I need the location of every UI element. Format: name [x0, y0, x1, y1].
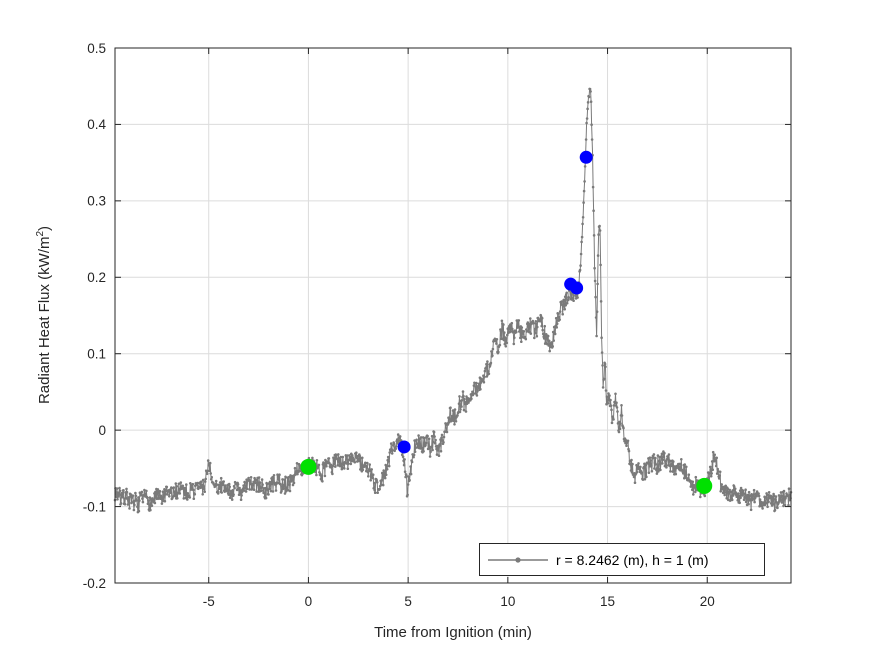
legend: r = 8.2462 (m), h = 1 (m)	[479, 543, 765, 576]
green-event-marker	[696, 477, 713, 494]
y-axis-label-text: Radiant Heat Flux (kW/m	[36, 236, 53, 405]
x-tick-label: 10	[500, 594, 515, 609]
y-tick-label: 0.2	[87, 270, 106, 285]
heat-flux-series-line	[114, 88, 792, 513]
heat-flux-series-dot-markers	[113, 87, 793, 514]
y-tick-label: -0.1	[83, 499, 106, 514]
legend-label: r = 8.2462 (m), h = 1 (m)	[556, 551, 709, 568]
y-tick-label: 0	[98, 423, 106, 438]
y-tick-label: 0.5	[87, 41, 106, 56]
y-tick-label: 0.4	[87, 117, 106, 132]
y-axis-label-superscript: 2	[35, 230, 46, 237]
y-tick-label: 0.3	[87, 194, 106, 209]
y-tick-label: 0.1	[87, 347, 106, 362]
blue-event-marker	[397, 440, 411, 454]
blue-event-marker	[570, 281, 584, 295]
x-tick-label: 5	[404, 594, 412, 609]
x-axis-label: Time from Ignition (min)	[374, 624, 532, 641]
x-tick-label: -5	[203, 594, 215, 609]
x-tick-label: 20	[700, 594, 715, 609]
legend-line-sample	[488, 556, 548, 563]
y-tick-label: -0.2	[83, 576, 106, 591]
green-event-marker	[300, 458, 317, 475]
y-axis-label-close: )	[36, 225, 53, 231]
x-tick-label: 15	[600, 594, 615, 609]
y-axis-label: Radiant Heat Flux (kW/m2)	[35, 226, 53, 404]
legend-series-dot-marker	[515, 556, 521, 563]
x-tick-label: 0	[305, 594, 313, 609]
axes-box	[114, 47, 792, 584]
blue-event-marker	[579, 150, 593, 164]
